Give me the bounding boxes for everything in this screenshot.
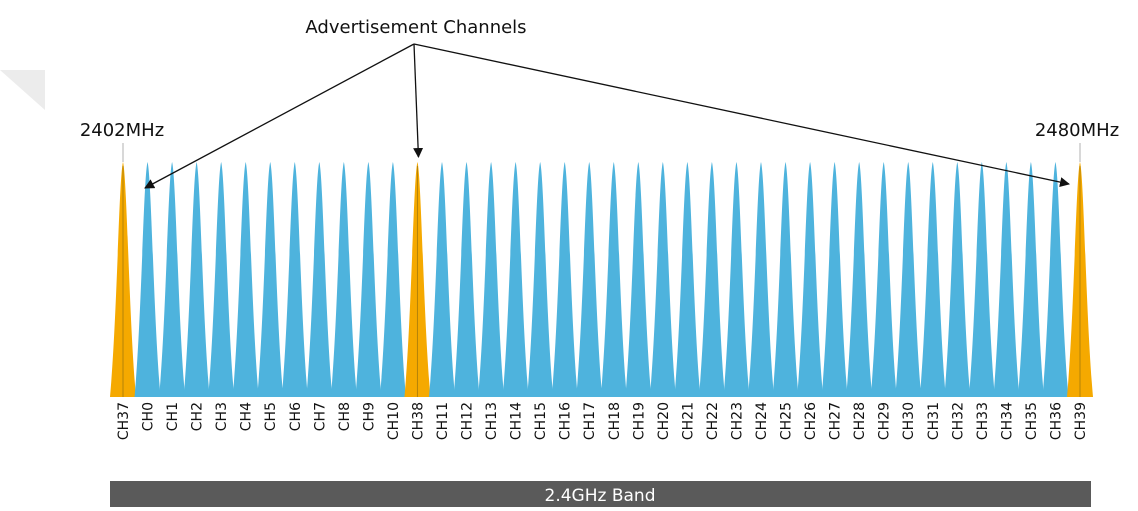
channel-label-ch19: CH19 <box>631 402 647 440</box>
channel-label-ch6: CH6 <box>288 402 304 431</box>
channel-peak-ch1 <box>159 162 186 397</box>
channel-label-ch33: CH33 <box>975 402 991 440</box>
channel-label-ch23: CH23 <box>729 402 745 440</box>
band-bar <box>110 481 1091 507</box>
channel-label-ch8: CH8 <box>337 402 353 431</box>
channel-peak-ch13 <box>478 162 505 397</box>
channel-peak-ch2 <box>183 162 210 397</box>
channel-label-ch16: CH16 <box>558 402 574 440</box>
channel-peak-ch22 <box>698 162 725 397</box>
channel-label-ch10: CH10 <box>386 402 402 440</box>
channel-label-ch7: CH7 <box>312 402 328 431</box>
advertisement-arrows <box>144 43 1070 189</box>
channel-peak-ch14 <box>502 162 529 397</box>
channel-peak-ch6 <box>281 162 308 397</box>
channel-peak-ch25 <box>772 162 799 397</box>
channel-label-ch30: CH30 <box>901 402 917 440</box>
frequency-markers <box>122 143 1081 162</box>
band-label: 2.4GHz Band <box>545 486 656 506</box>
channel-label-ch22: CH22 <box>705 402 721 440</box>
channel-label-ch0: CH0 <box>141 402 157 431</box>
channel-label-ch35: CH35 <box>1024 402 1040 440</box>
channel-label-ch11: CH11 <box>435 402 451 440</box>
channel-peak-ch23 <box>723 162 750 397</box>
channel-label-ch29: CH29 <box>877 402 893 440</box>
channel-peak-ch35 <box>1017 162 1044 397</box>
channel-peak-ch7 <box>306 162 333 397</box>
channel-peak-ch34 <box>993 162 1020 397</box>
channel-peak-ch21 <box>674 162 701 397</box>
channel-peak-ch30 <box>895 162 922 397</box>
channel-label-ch12: CH12 <box>460 402 476 440</box>
channel-peak-ch3 <box>208 162 235 397</box>
channel-peak-ch31 <box>919 162 946 397</box>
channel-label-ch28: CH28 <box>852 402 868 440</box>
channel-label-ch31: CH31 <box>926 402 942 440</box>
channel-label-ch27: CH27 <box>828 402 844 440</box>
channel-label-ch25: CH25 <box>779 402 795 440</box>
channel-label-ch26: CH26 <box>803 402 819 440</box>
channel-label-ch4: CH4 <box>239 402 255 431</box>
channel-label-ch37: CH37 <box>116 402 132 440</box>
channel-labels: CH37 CH0 CH1 CH2 CH3 CH4 CH5 CH6 CH7 CH8 CH9 CH10 CH… <box>116 402 1089 440</box>
channel-label-ch13: CH13 <box>484 402 500 440</box>
arrow-to-ch37 <box>144 43 415 189</box>
channel-label-ch5: CH5 <box>263 402 279 431</box>
channel-peak-ch17 <box>576 162 603 397</box>
channel-label-ch24: CH24 <box>754 402 770 440</box>
channel-peak-ch18 <box>600 162 627 397</box>
channel-peak-ch5 <box>257 162 284 397</box>
channel-peak-ch20 <box>649 162 676 397</box>
channel-peak-ch0 <box>134 162 161 397</box>
frequency-label-high: 2480MHz <box>1035 120 1119 141</box>
channel-peak-ch11 <box>429 162 455 397</box>
channel-peak-ch9 <box>355 162 382 397</box>
channel-peak-ch19 <box>625 162 652 397</box>
channel-peak-ch8 <box>330 162 357 397</box>
channel-peak-ch29 <box>870 162 897 397</box>
channel-peak-ch10 <box>379 162 406 397</box>
channel-peak-ch12 <box>453 162 480 397</box>
channel-label-ch32: CH32 <box>950 402 966 440</box>
channel-label-ch20: CH20 <box>656 402 672 440</box>
channel-label-ch2: CH2 <box>190 402 206 431</box>
arrow-to-ch39 <box>413 43 1070 188</box>
channel-label-ch17: CH17 <box>582 402 598 440</box>
channel-peak-ch32 <box>944 162 971 397</box>
channel-peaks <box>110 162 1093 397</box>
channel-peak-ch16 <box>551 162 578 397</box>
channel-label-ch9: CH9 <box>361 402 377 431</box>
arrow-to-ch38 <box>413 43 424 158</box>
channel-peak-ch4 <box>232 162 259 397</box>
channel-peak-ch33 <box>968 162 995 397</box>
channel-label-ch39: CH39 <box>1073 402 1089 440</box>
corner-decoration <box>0 70 45 110</box>
diagram-title: Advertisement Channels <box>305 17 526 38</box>
channel-peak-ch28 <box>846 162 873 397</box>
channel-peak-ch26 <box>797 162 824 397</box>
channel-label-ch38: CH38 <box>410 402 426 440</box>
channel-label-ch3: CH3 <box>214 402 230 431</box>
channel-peak-ch15 <box>527 162 554 397</box>
channel-label-ch1: CH1 <box>165 402 181 431</box>
channel-label-ch34: CH34 <box>999 402 1015 440</box>
channel-peak-ch27 <box>821 162 848 397</box>
channel-label-ch14: CH14 <box>509 402 525 440</box>
frequency-label-low: 2402MHz <box>80 120 164 141</box>
channel-peak-ch36 <box>1042 162 1069 397</box>
channel-peak-ch24 <box>748 162 774 397</box>
channel-label-ch18: CH18 <box>607 402 623 440</box>
channel-label-ch36: CH36 <box>1048 402 1064 440</box>
channel-label-ch21: CH21 <box>680 402 696 440</box>
channel-label-ch15: CH15 <box>533 402 549 440</box>
